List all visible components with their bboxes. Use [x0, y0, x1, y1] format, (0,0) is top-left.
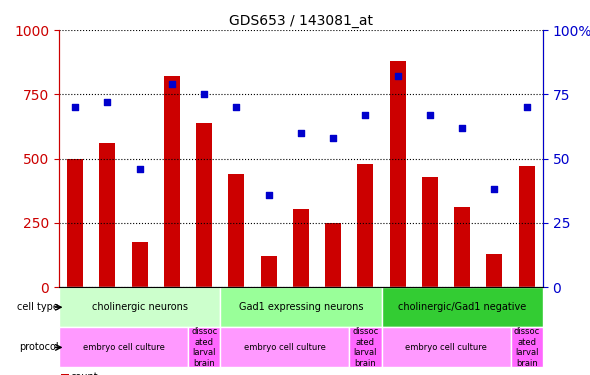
- Text: count: count: [70, 372, 98, 375]
- Text: GSM16893: GSM16893: [393, 290, 402, 339]
- Point: [457, 125, 467, 131]
- Text: cholinergic/Gad1 negative: cholinergic/Gad1 negative: [398, 302, 526, 312]
- Point: [103, 99, 112, 105]
- FancyBboxPatch shape: [220, 287, 382, 327]
- Bar: [164, 76, 180, 287]
- Bar: [519, 166, 535, 287]
- FancyBboxPatch shape: [220, 327, 349, 368]
- Bar: [325, 223, 341, 287]
- Point: [296, 130, 306, 136]
- Point: [232, 104, 241, 110]
- Point: [425, 112, 435, 118]
- FancyBboxPatch shape: [382, 327, 510, 368]
- Point: [360, 112, 370, 118]
- Text: GSM16948: GSM16948: [199, 290, 209, 339]
- Title: GDS653 / 143081_at: GDS653 / 143081_at: [229, 13, 373, 28]
- FancyBboxPatch shape: [188, 327, 220, 368]
- Point: [167, 81, 176, 87]
- FancyBboxPatch shape: [382, 287, 543, 327]
- Text: GSM16946: GSM16946: [135, 290, 144, 339]
- FancyBboxPatch shape: [59, 287, 220, 327]
- Text: embryo cell culture: embryo cell culture: [83, 343, 165, 352]
- Bar: [67, 159, 83, 287]
- Bar: [358, 164, 373, 287]
- Bar: [454, 207, 470, 287]
- Bar: [228, 174, 244, 287]
- Text: GSM16951: GSM16951: [232, 290, 241, 339]
- Text: GSM16947: GSM16947: [168, 290, 176, 339]
- Point: [329, 135, 338, 141]
- Text: GSM16949: GSM16949: [458, 290, 467, 339]
- Text: dissoc
ated
larval
brain: dissoc ated larval brain: [352, 327, 379, 368]
- Text: dissoc
ated
larval
brain: dissoc ated larval brain: [513, 327, 540, 368]
- Text: GSM16955: GSM16955: [522, 290, 531, 339]
- Text: Gad1 expressing neurons: Gad1 expressing neurons: [238, 302, 363, 312]
- Point: [522, 104, 532, 110]
- Point: [264, 192, 273, 198]
- Text: embryo cell culture: embryo cell culture: [405, 343, 487, 352]
- Bar: [261, 256, 277, 287]
- Bar: [196, 123, 212, 287]
- Bar: [389, 61, 406, 287]
- Text: GSM16953: GSM16953: [296, 290, 306, 339]
- Text: GSM16945: GSM16945: [103, 290, 112, 339]
- Text: dissoc
ated
larval
brain: dissoc ated larval brain: [191, 327, 217, 368]
- Text: protocol: protocol: [19, 342, 59, 352]
- Point: [70, 104, 80, 110]
- Point: [135, 166, 145, 172]
- Point: [490, 186, 499, 192]
- Point: [199, 91, 209, 97]
- Point: [393, 73, 402, 79]
- Text: cell type: cell type: [17, 302, 59, 312]
- Text: embryo cell culture: embryo cell culture: [244, 343, 326, 352]
- Text: GSM16950: GSM16950: [490, 290, 499, 339]
- Bar: [61, 374, 68, 375]
- Text: GSM16952: GSM16952: [264, 290, 273, 339]
- FancyBboxPatch shape: [349, 327, 382, 368]
- Bar: [422, 177, 438, 287]
- Text: GSM16956: GSM16956: [361, 290, 370, 339]
- FancyBboxPatch shape: [510, 327, 543, 368]
- Bar: [293, 209, 309, 287]
- Text: cholinergic neurons: cholinergic neurons: [91, 302, 188, 312]
- Text: GSM16894: GSM16894: [425, 290, 434, 339]
- Text: GSM16944: GSM16944: [71, 290, 80, 339]
- FancyBboxPatch shape: [59, 327, 188, 368]
- Bar: [486, 254, 503, 287]
- Bar: [132, 242, 148, 287]
- Bar: [99, 143, 116, 287]
- Text: GSM16954: GSM16954: [329, 290, 337, 339]
